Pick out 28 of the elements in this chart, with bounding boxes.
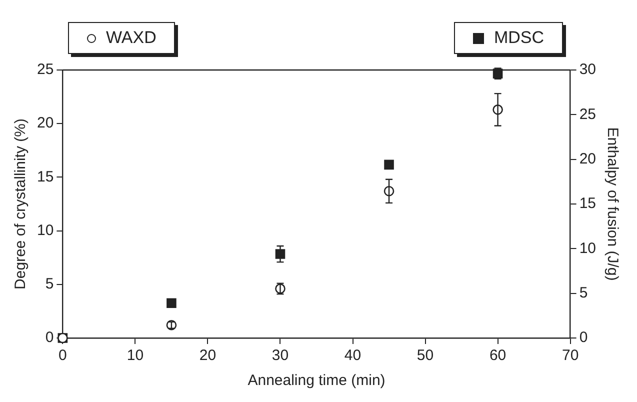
y-tick-label: 20 (36, 114, 54, 132)
y2-tick-label: 10 (579, 240, 596, 257)
x-tick-label: 10 (126, 347, 144, 364)
x-axis-title: Annealing time (min) (248, 372, 386, 390)
y-tick-label: 0 (45, 329, 54, 346)
x-tick-label: 40 (344, 347, 362, 364)
y2-tick-label: 30 (579, 61, 596, 78)
x-tick-label: 50 (416, 347, 434, 364)
x-tick-label: 30 (272, 347, 289, 364)
x-tick-label: 70 (562, 347, 579, 364)
x-tick-label: 0 (58, 347, 67, 364)
y2-tick-label: 5 (579, 284, 588, 302)
legend-label: MDSC (494, 28, 544, 48)
y-tick-label: 15 (36, 168, 54, 186)
y-axis-title: Degree of crystallinity (%) (12, 118, 30, 290)
y2-tick-label: 25 (579, 106, 596, 123)
y2-axis-title: Enthalpy of fusion (J/g) (604, 127, 621, 281)
y-tick-label: 10 (36, 222, 54, 239)
y2-tick-label: 15 (579, 195, 596, 212)
y-tick-label: 5 (45, 276, 54, 293)
point (166, 298, 176, 308)
y2-tick-label: 20 (579, 150, 596, 168)
x-tick-label: 20 (199, 347, 216, 364)
legend-label: WAXD (106, 28, 156, 48)
point (384, 160, 394, 170)
x-tick-label: 60 (489, 347, 506, 364)
y2-tick-label: 0 (579, 329, 588, 346)
y-tick-label: 25 (36, 61, 54, 78)
